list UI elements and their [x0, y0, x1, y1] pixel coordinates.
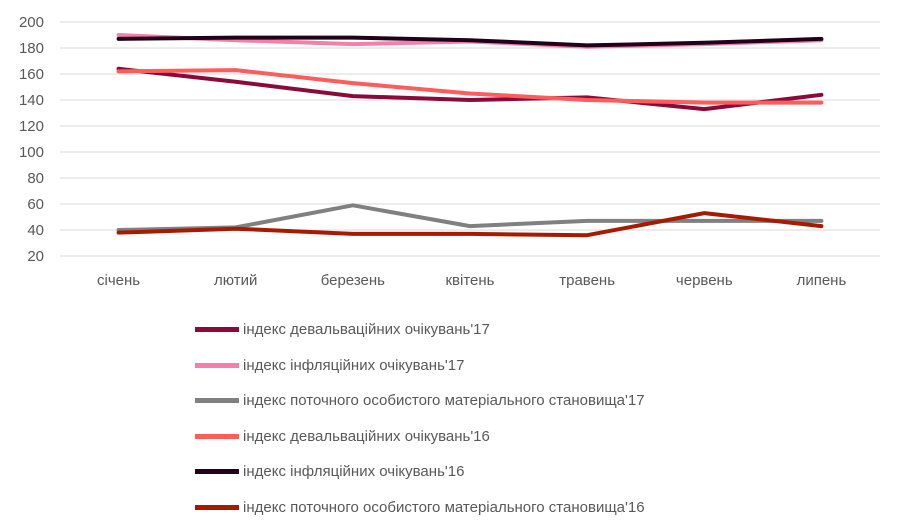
series-line-3 — [116, 203, 824, 232]
legend-swatch — [195, 469, 239, 475]
legend-item: індекс інфляційних очікувань'17 — [195, 348, 835, 384]
y-tick-label: 160 — [19, 66, 44, 83]
legend-item: індекс поточного особистого матеріальног… — [195, 383, 835, 419]
legend-label: індекс інфляційних очікувань'16 — [243, 463, 465, 481]
x-tick-label: липень — [797, 272, 847, 289]
x-axis-ticks: січень лютий березень квітень травень червень… — [97, 272, 846, 289]
y-tick-label: 180 — [19, 40, 44, 57]
y-tick-label: 100 — [19, 144, 44, 161]
legend-label: індекс поточного особистого матеріальног… — [243, 392, 645, 410]
y-tick-label: 40 — [27, 222, 44, 239]
x-tick-label: квітень — [445, 272, 494, 289]
y-tick-label: 140 — [19, 92, 44, 109]
legend-label: індекс девальваційних очікувань'16 — [243, 427, 490, 445]
legend-item: індекс поточного особистого матеріальног… — [195, 490, 835, 525]
legend-item: індекс девальваційних очікувань'16 — [195, 419, 835, 455]
legend-label: індекс інфляційних очікувань'17 — [243, 356, 465, 374]
y-axis-ticks: 20 40 60 80 100 120 140 160 180 200 — [19, 14, 44, 265]
line-chart: 20 40 60 80 100 120 140 160 180 200 січень лютий бе… — [19, 14, 880, 289]
series-line-4 — [116, 68, 824, 105]
x-tick-label: березень — [321, 272, 385, 289]
legend-label: індекс поточного особистого матеріальног… — [243, 498, 645, 516]
legend-item: індекс інфляційних очікувань'16 — [195, 454, 835, 490]
legend: індекс девальваційних очікувань'17 індекс… — [195, 312, 835, 525]
series-lines — [116, 33, 824, 238]
legend-label: індекс девальваційних очікувань'17 — [243, 321, 490, 339]
legend-item: індекс девальваційних очікувань'17 — [195, 312, 835, 348]
y-tick-label: 80 — [27, 170, 44, 187]
x-tick-label: травень — [559, 272, 615, 289]
x-tick-label: лютий — [214, 272, 257, 289]
legend-swatch — [195, 504, 239, 510]
y-tick-label: 60 — [27, 196, 44, 213]
y-tick-label: 200 — [19, 14, 44, 31]
x-tick-label: червень — [676, 272, 733, 289]
legend-swatch — [195, 362, 239, 368]
y-tick-label: 20 — [27, 248, 44, 265]
legend-swatch — [195, 327, 239, 333]
x-tick-label: січень — [97, 272, 140, 289]
y-tick-label: 120 — [19, 118, 44, 135]
legend-swatch — [195, 398, 239, 404]
legend-swatch — [195, 433, 239, 439]
